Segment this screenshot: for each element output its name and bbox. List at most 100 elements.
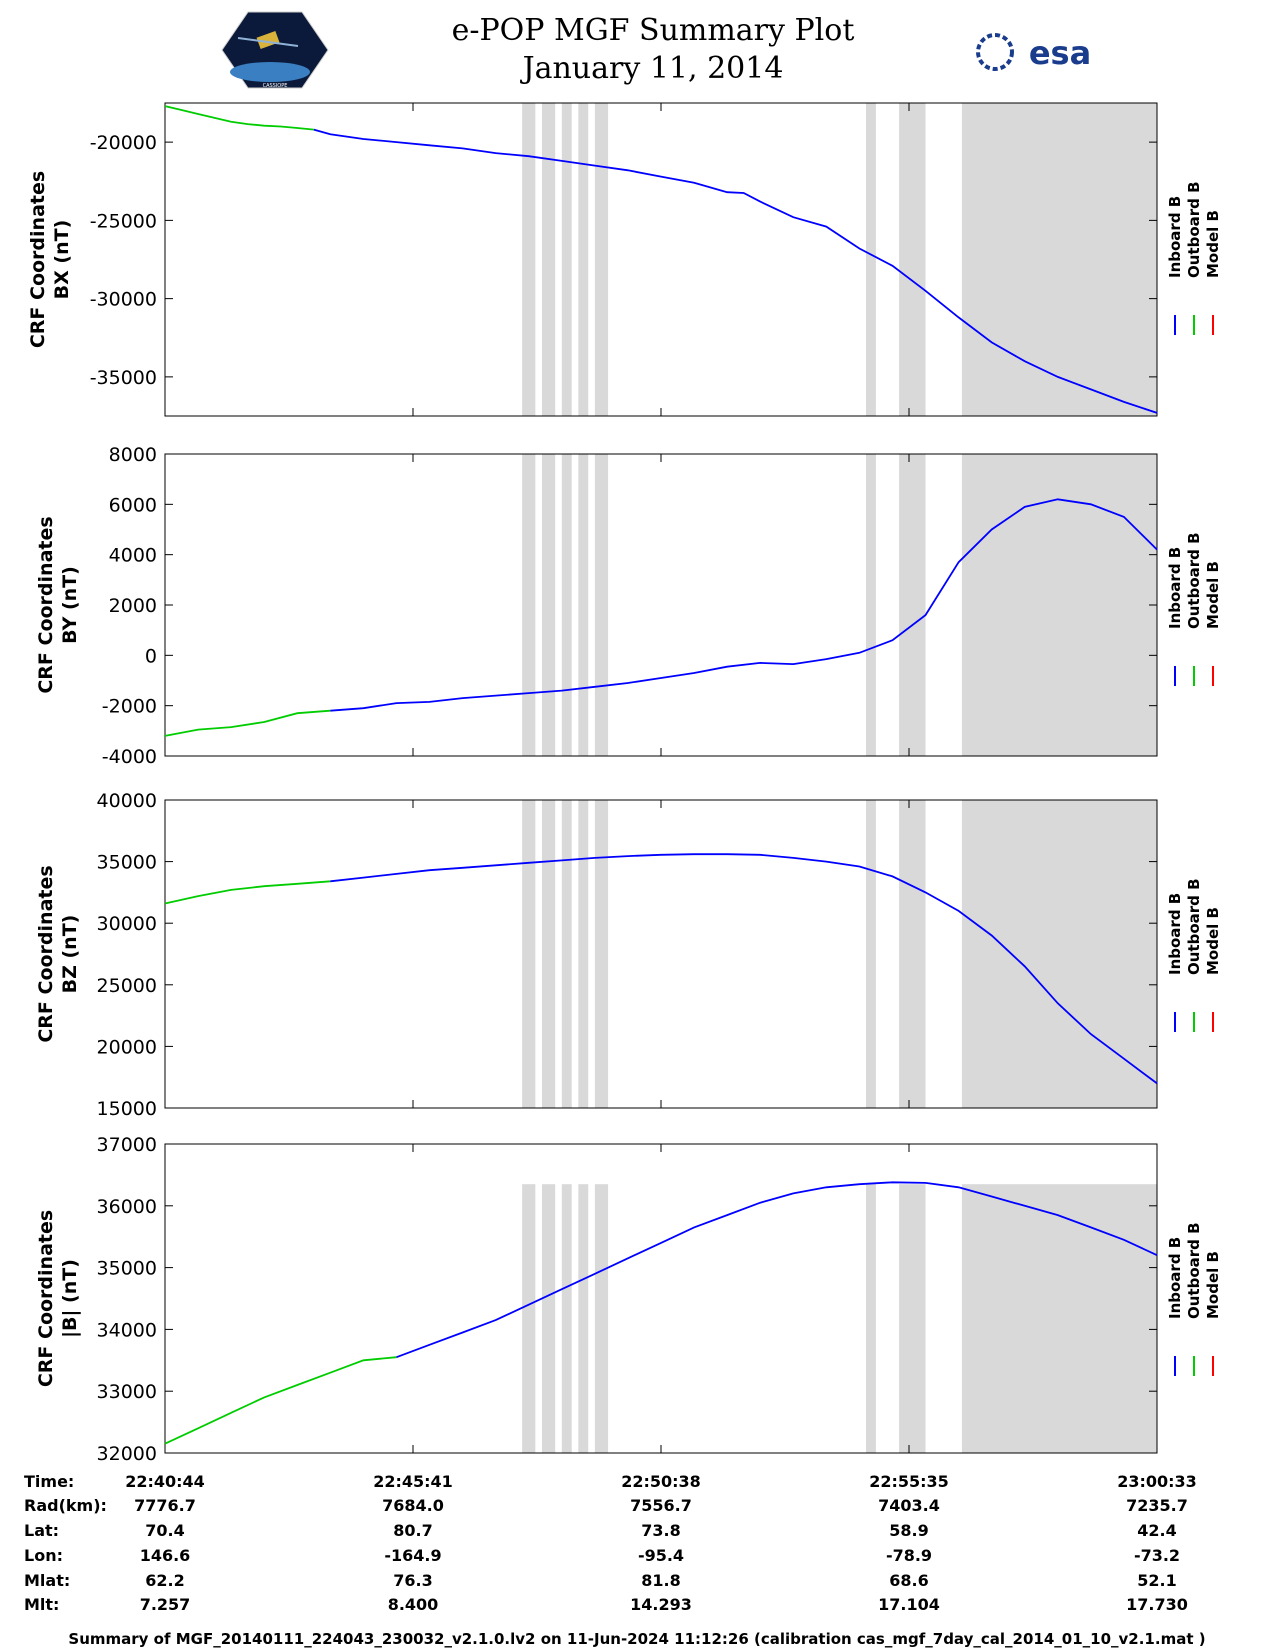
y-axis-label-line2: BX (nT) <box>51 220 73 300</box>
ephemeris-value: 52.1 <box>1137 1571 1176 1590</box>
gray-band <box>866 103 876 416</box>
series-line-inboard-b <box>313 128 1158 414</box>
y-axis-label-line2: |B| (nT) <box>59 1259 81 1338</box>
ephemeris-value: 68.6 <box>889 1571 928 1590</box>
legend-label: Model B <box>1204 561 1222 629</box>
chart-panel-4: 37000 36000 35000 34000 33000 32000 CRF Coordi… <box>35 1134 1222 1465</box>
ephemeris-row-label: Lat: <box>24 1521 59 1540</box>
ephemeris-value: 73.8 <box>641 1521 680 1540</box>
legend-label: Inboard B <box>1166 547 1184 629</box>
ephemeris-value: 7235.7 <box>1126 1496 1188 1515</box>
series-line-outboard-b <box>164 1356 397 1445</box>
y-axis-label-line1: CRF Coordinates <box>35 1210 57 1387</box>
ephemeris-value: 7776.7 <box>134 1496 196 1515</box>
ephemeris-value: 58.9 <box>889 1521 928 1540</box>
gray-band <box>961 103 1157 416</box>
gray-band <box>578 800 589 1108</box>
ephemeris-value: 146.6 <box>140 1546 191 1565</box>
gray-band <box>561 103 572 416</box>
y-tick-label: 35000 <box>97 1258 157 1280</box>
series-line-inboard-b <box>396 1181 1158 1359</box>
ephemeris-value: 81.8 <box>641 1571 680 1590</box>
gray-band <box>578 454 589 756</box>
legend-label: Inboard B <box>1166 196 1184 278</box>
ephemeris-row-label: Time: <box>24 1472 74 1491</box>
gray-band <box>594 454 609 756</box>
plot-date: January 11, 2014 <box>520 51 784 86</box>
ephemeris-value: 62.2 <box>145 1571 184 1590</box>
plot-title: e-POP MGF Summary Plot <box>452 13 855 48</box>
legend-label: Outboard B <box>1185 1222 1203 1319</box>
y-tick-label: 40000 <box>97 790 157 812</box>
chart-panel-2: 8000 6000 4000 2000 0 -2000 -4000 CRF Coordinat… <box>35 444 1222 768</box>
gray-band <box>899 800 926 1108</box>
gray-band <box>522 1184 536 1453</box>
gray-band <box>561 800 572 1108</box>
ephemeris-value: 22:40:44 <box>125 1472 205 1491</box>
y-tick-label: -20000 <box>90 132 157 154</box>
series-line-outboard-b <box>164 709 331 737</box>
ephemeris-value: -164.9 <box>384 1546 441 1565</box>
y-tick-label: 2000 <box>109 595 157 617</box>
gray-band <box>522 800 536 1108</box>
ephemeris-value: 42.4 <box>1137 1521 1176 1540</box>
footer-caption: Summary of MGF_20140111_224043_230032_v2… <box>68 1630 1205 1648</box>
legend-label: Inboard B <box>1166 893 1184 975</box>
legend-label: Model B <box>1204 907 1222 975</box>
legend-label: Inboard B <box>1166 1237 1184 1319</box>
series-line-outboard-b <box>164 880 331 905</box>
gray-band <box>899 1184 926 1453</box>
ephemeris-value: -73.2 <box>1134 1546 1180 1565</box>
y-tick-label: 0 <box>145 645 157 667</box>
gray-band <box>522 103 536 416</box>
gray-band <box>866 1184 876 1453</box>
mission-logo: CASSIOPE <box>221 11 329 89</box>
y-tick-label: 33000 <box>97 1381 157 1403</box>
y-tick-label: -35000 <box>90 367 157 389</box>
legend-label: Model B <box>1204 1251 1222 1319</box>
gray-band <box>594 1184 609 1453</box>
y-tick-label: -4000 <box>102 746 157 768</box>
ephemeris-value: 22:55:35 <box>869 1472 949 1491</box>
y-tick-label: 25000 <box>97 975 157 997</box>
gray-band <box>578 1184 589 1453</box>
ephemeris-value: -95.4 <box>638 1546 684 1565</box>
ephemeris-value: 22:45:41 <box>373 1472 453 1491</box>
y-axis-label-line1: CRF Coordinates <box>27 171 49 348</box>
ephemeris-value: 23:00:33 <box>1117 1472 1197 1491</box>
gray-band <box>899 454 926 756</box>
gray-band <box>578 103 589 416</box>
y-axis-label-line1: CRF Coordinates <box>35 865 57 1042</box>
ephemeris-value: 22:50:38 <box>621 1472 701 1491</box>
ephemeris-value: -78.9 <box>886 1546 932 1565</box>
y-tick-label: 4000 <box>109 545 157 567</box>
ephemeris-value: 8.400 <box>388 1595 439 1614</box>
gray-band <box>961 800 1157 1108</box>
chart-panel-3: 40000 35000 30000 25000 20000 15000 CRF Coordi… <box>35 790 1222 1120</box>
ephemeris-value: 17.104 <box>878 1595 940 1614</box>
ephemeris-value: 76.3 <box>393 1571 432 1590</box>
gray-band <box>866 454 876 756</box>
y-tick-label: 8000 <box>109 444 157 466</box>
ephemeris-value: 14.293 <box>630 1595 692 1614</box>
gray-band <box>594 800 609 1108</box>
y-tick-label: 15000 <box>97 1098 157 1120</box>
ephemeris-row-label: Mlt: <box>24 1595 59 1614</box>
gray-band <box>561 1184 572 1453</box>
ephemeris-value: 7403.4 <box>878 1496 940 1515</box>
legend-label: Outboard B <box>1185 532 1203 629</box>
mission-logo-text: CASSIOPE <box>263 83 288 89</box>
series-line-outboard-b <box>164 105 314 131</box>
gray-band <box>541 103 556 416</box>
y-tick-label: 37000 <box>97 1134 157 1156</box>
ephemeris-value: 17.730 <box>1126 1595 1188 1614</box>
ephemeris-value: 7556.7 <box>630 1496 692 1515</box>
series-line-inboard-b <box>330 853 1158 1085</box>
ephemeris-value: 7.257 <box>140 1595 191 1614</box>
series-line-inboard-b <box>330 498 1158 712</box>
gray-band <box>541 1184 556 1453</box>
gray-band <box>594 103 609 416</box>
y-tick-label: -25000 <box>90 210 157 232</box>
y-axis-label-line1: CRF Coordinates <box>35 516 57 693</box>
